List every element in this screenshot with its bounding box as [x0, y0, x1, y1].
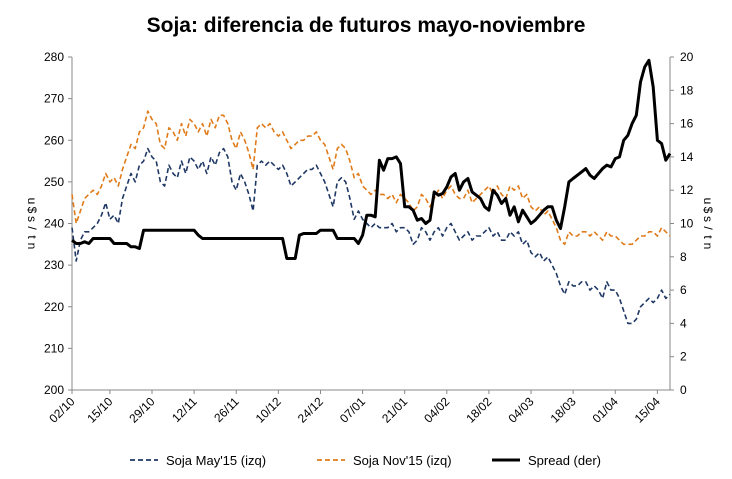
plot-area: 200 210 220 230 240 250 260 270 280 0 2 4 6 8 10 12 14 1… [44, 50, 694, 426]
legend-label-1: Soja May'15 (izq) [166, 453, 266, 468]
x-tick-label: 10/12 [253, 394, 284, 425]
y-left-tick-label: 260 [44, 133, 64, 147]
y-right-axis-label: u $ s / tn [701, 198, 715, 250]
y-right-tick-label: 0 [680, 383, 687, 397]
axis-label-char: n [25, 243, 39, 250]
axis-label-char: / [701, 226, 715, 230]
y-left-axis-label: u $ s / tn [25, 198, 39, 250]
x-tick-label: 21/01 [379, 394, 410, 425]
y-left-tick-label: 270 [44, 92, 64, 106]
y-left-tick-label: 200 [44, 383, 64, 397]
y-left-tick-label: 220 [44, 300, 64, 314]
axis-label-char: s [25, 216, 39, 222]
series-layer [71, 58, 672, 325]
y-right-ticks: 0 2 4 6 8 10 12 14 16 18 20 [670, 50, 694, 397]
x-tick-label: 01/04 [590, 394, 621, 425]
x-ticks: 02/10 15/10 29/10 12/11 26/11 10/12 24/12 07/01… [46, 390, 663, 426]
y-right-tick-label: 4 [680, 316, 687, 330]
axis-label-char: $ [25, 207, 39, 214]
y-right-tick-label: 10 [680, 217, 694, 231]
y-right-tick-label: 12 [680, 183, 694, 197]
x-tick-label: 18/03 [548, 394, 579, 425]
legend: Soja May'15 (izq) Soja Nov'15 (izq) Spread… [130, 453, 601, 468]
x-tick-label: 07/01 [337, 394, 368, 425]
x-tick-label: 02/10 [46, 394, 77, 425]
y-right-tick-label: 18 [680, 83, 694, 97]
axis-label-char: t [701, 235, 715, 239]
y-right-tick-label: 20 [680, 50, 694, 64]
series-line-2 [71, 110, 671, 246]
legend-label-2: Soja Nov'15 (izq) [353, 453, 452, 468]
chart-title: Soja: diferencia de futuros mayo-noviemb… [147, 14, 586, 37]
y-right-tick-label: 16 [680, 117, 694, 131]
x-tick-label: 04/02 [421, 394, 452, 425]
y-left-ticks: 200 210 220 230 240 250 260 270 280 [44, 50, 72, 397]
axis-label-char: $ [701, 207, 715, 214]
x-tick-label: 12/11 [169, 394, 200, 425]
y-left-tick-label: 230 [44, 258, 64, 272]
x-tick-label: 04/03 [505, 394, 536, 425]
x-tick-label: 18/02 [463, 394, 494, 425]
axis-label-char: u [701, 198, 715, 205]
y-left-tick-label: 280 [44, 50, 64, 64]
x-tick-label: 15/04 [632, 394, 663, 425]
x-tick-label: 26/11 [211, 394, 242, 425]
x-tick-label: 24/12 [295, 394, 326, 425]
x-tick-label: 29/10 [126, 394, 157, 425]
axis-label-char: s [701, 216, 715, 222]
axis-label-char: t [25, 235, 39, 239]
y-left-tick-label: 250 [44, 175, 64, 189]
axis-label-char: n [701, 243, 715, 250]
y-right-tick-label: 2 [680, 350, 687, 364]
y-left-tick-label: 240 [44, 217, 64, 231]
y-right-tick-label: 14 [680, 150, 694, 164]
y-right-tick-label: 8 [680, 250, 687, 264]
axis-label-char: u [25, 198, 39, 205]
legend-label-3: Spread (der) [528, 453, 601, 468]
x-tick-label: 15/10 [84, 394, 115, 425]
series-line-3 [71, 58, 672, 260]
axis-label-char: / [25, 226, 39, 230]
y-left-tick-label: 210 [44, 341, 64, 355]
y-right-tick-label: 6 [680, 283, 687, 297]
